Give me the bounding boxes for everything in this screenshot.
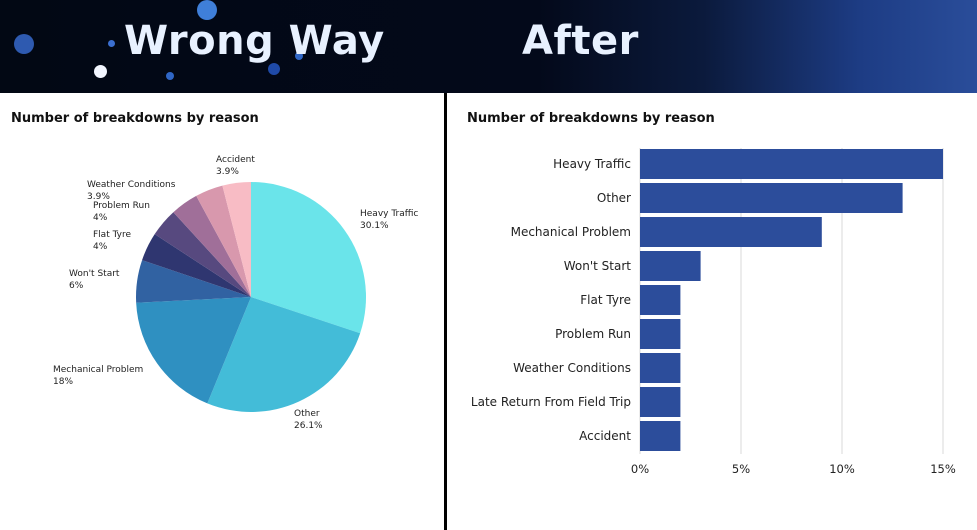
pie-value-label-mechanical-problem: 18% [53,377,73,387]
bar-late-return-from-field-trip [640,387,681,417]
bar-won-t-start [640,251,701,281]
bar-heavy-traffic [640,149,943,179]
y-category-label: Other [597,191,631,205]
pie-value-label-other: 26.1% [294,421,323,431]
x-tick-label: 0% [631,462,649,476]
y-category-label: Mechanical Problem [511,225,631,239]
pie-label-problem-run: Problem Run [93,201,150,211]
decorative-dot [94,65,107,78]
bar-chart: 0% 5% 10% 15% Heavy Traffic Other Mechanical P… [471,148,956,476]
pie-value-label-flat-tyre: 4% [93,242,108,252]
y-category-label: Flat Tyre [580,293,631,307]
decorative-dot [166,72,174,80]
decorative-dot [295,52,303,60]
pie-chart: Heavy Traffic 30.1% Other 26.1% Mechanical P… [53,155,418,431]
pie-label-accident: Accident [216,155,255,165]
x-tick-label: 15% [930,462,956,476]
panel-divider [444,93,447,530]
y-category-label: Late Return From Field Trip [471,395,631,409]
pie-value-label-heavy-traffic: 30.1% [360,221,389,231]
y-category-label: Accident [579,429,631,443]
pie-slice-mechanical-problem [136,297,251,404]
pie-label-flat-tyre: Flat Tyre [93,230,132,240]
pie-slice-won-t-start [136,260,251,303]
bar-mechanical-problem [640,217,822,247]
y-category-label: Weather Conditions [513,361,631,375]
banner-title-right: After [522,18,639,64]
bar-problem-run [640,319,681,349]
pie-value-label-weather-conditions: 3.9% [87,192,110,202]
pie-label-other: Other [294,409,320,419]
x-tick-label: 5% [732,462,750,476]
pie-value-label-problem-run: 4% [93,213,108,223]
decorative-dot [197,0,217,20]
pie-slice-problem-run [154,212,251,297]
pie-label-mechanical-problem: Mechanical Problem [53,365,143,375]
pie-slice-accident [196,185,251,297]
y-category-label: Problem Run [555,327,631,341]
pie-slice-heavy-traffic [251,182,367,334]
bar-flat-tyre [640,285,681,315]
bar-weather-conditions [640,353,681,383]
header-banner: Wrong Way After [0,0,977,93]
bar-other [640,183,903,213]
pie-slice-weather-conditions [173,195,251,297]
decorative-dot [268,63,280,75]
pie-label-weather-conditions: Weather Conditions [87,180,176,190]
pie-value-label-accident: 3.9% [216,167,239,177]
pie-slice-flat-tyre [142,234,251,297]
bar-chart-title: Number of breakdowns by reason [467,111,715,126]
pie-label-heavy-traffic: Heavy Traffic [360,209,418,219]
pie-value-label-won-t-start: 6% [69,281,84,291]
pie-label-won-t-start: Won't Start [69,269,120,279]
decorative-dot [14,34,34,54]
pie-slice-late-return-from-field-trip [222,182,251,297]
decorative-dot [108,40,115,47]
x-tick-label: 10% [829,462,855,476]
pie-slice-other [207,297,361,412]
pie-chart-title: Number of breakdowns by reason [11,111,259,126]
y-category-label: Won't Start [564,259,632,273]
y-category-label: Heavy Traffic [553,157,631,171]
bar-accident [640,421,681,451]
banner-title-left: Wrong Way [124,18,385,64]
